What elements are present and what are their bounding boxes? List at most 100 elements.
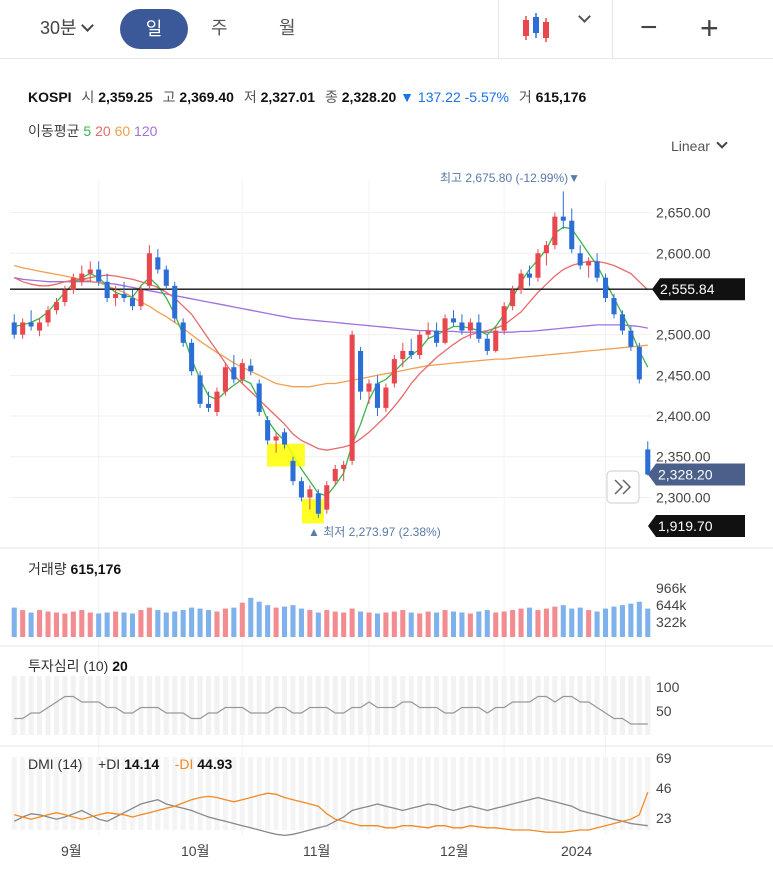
volume-bar [586, 610, 592, 637]
volume-bar [442, 610, 448, 637]
candle [645, 449, 651, 475]
volume-bar [510, 610, 516, 637]
tab-week[interactable]: 주 [211, 18, 228, 38]
candle [560, 216, 566, 221]
candle [307, 489, 313, 498]
tab-day[interactable]: 일 [120, 9, 188, 49]
candle [510, 289, 516, 307]
candle [28, 322, 34, 327]
candle [434, 330, 440, 343]
volume-bar [273, 607, 279, 637]
volume-bar [138, 610, 144, 637]
volume-bar [205, 610, 212, 637]
price-tick-label: 2,300.00 [656, 489, 711, 505]
volume-bar [298, 608, 304, 637]
candle [366, 383, 372, 392]
volume-bar [324, 610, 330, 637]
volume-bar [518, 608, 524, 637]
volume-bar [332, 611, 338, 637]
zoom-out-button[interactable]: − [640, 11, 658, 44]
close-value: 2,328.20 [341, 89, 397, 105]
volume-label: 거 [518, 89, 532, 105]
candle [341, 464, 347, 469]
volume-bar [315, 612, 321, 637]
price-tick-label: 2,500.00 [656, 327, 711, 343]
volume-tick-label: 322k [656, 614, 687, 630]
candle [493, 330, 499, 351]
volume-bar [619, 605, 625, 637]
volume-panel-label: 거래량 615,176 [28, 561, 122, 577]
high-value: 2,369.40 [179, 89, 234, 105]
zoom-in-button[interactable]: + [700, 10, 719, 46]
volume-bar [45, 611, 51, 637]
candle [189, 342, 195, 372]
volume-bar [383, 612, 389, 637]
candle [526, 273, 533, 278]
price-tick-label: 2,600.00 [656, 245, 711, 261]
candle [113, 293, 119, 299]
volume-bar [265, 605, 271, 637]
tab-month[interactable]: 월 [279, 18, 296, 38]
volume-bar [172, 611, 178, 637]
candle [87, 269, 93, 274]
price-tick-label: 2,350.00 [656, 449, 711, 465]
price-tick-label: 2,650.00 [656, 205, 711, 221]
candle [290, 460, 296, 482]
volume-bar [163, 612, 169, 637]
candle [231, 367, 237, 380]
volume-bar [594, 611, 600, 637]
candle [484, 338, 490, 351]
x-tick-label: 11월 [303, 843, 330, 859]
ma60-line [14, 264, 648, 388]
volume-bar [62, 613, 68, 637]
candle [172, 285, 178, 319]
candle [450, 318, 457, 323]
high-label: 고 [162, 89, 176, 105]
psychology-line [14, 695, 648, 725]
volume-bar [560, 605, 566, 637]
ma20-label: 20 [95, 123, 111, 139]
timeframe-select[interactable]: 30분 [40, 14, 94, 40]
volume-bar [434, 612, 440, 637]
volume-bar [129, 613, 136, 637]
quote-info: KOSPI 시 2,359.25 고 2,369.40 저 2,327.01 종… [28, 87, 586, 107]
volume-bar [189, 607, 195, 637]
volume-bar [400, 610, 406, 637]
dmi-tick-label: 23 [656, 810, 672, 826]
volume-tick-label: 644k [656, 597, 687, 613]
candle [603, 277, 609, 299]
x-tick-label: 10월 [181, 843, 209, 859]
candle [518, 273, 524, 290]
candle [45, 310, 51, 323]
candle [62, 289, 68, 303]
moving-average-legend[interactable]: 이동평균 5 20 60 120 [28, 121, 157, 141]
ma60-label: 60 [114, 123, 131, 139]
current-price-value: 2,328.20 [658, 466, 713, 482]
candle [70, 277, 76, 290]
volume-bar [104, 612, 110, 637]
volume-bar [501, 611, 507, 637]
volume-bar [417, 613, 423, 637]
volume-bar [231, 607, 237, 637]
candle [104, 281, 110, 299]
dmi-tick-label: 46 [656, 780, 672, 796]
candle [349, 334, 355, 461]
dmi-tick-label: 69 [656, 750, 672, 766]
volume-bar [53, 612, 59, 637]
volume-bar [222, 608, 228, 637]
candle [476, 322, 482, 339]
volume-bar [450, 611, 457, 637]
volume-bar [628, 603, 634, 637]
volume-bar [121, 612, 127, 637]
candle [594, 261, 600, 278]
volume-bar [408, 612, 414, 637]
volume-bar [645, 608, 651, 637]
candlestick-icon[interactable] [516, 8, 556, 48]
dmi-panel-label: DMI (14) +DI 14.14 -DI 44.93 [28, 756, 233, 772]
scale-mode-select[interactable]: Linear [671, 137, 728, 154]
candle [273, 436, 279, 441]
x-tick-label: 9월 [61, 843, 82, 859]
volume-bar [197, 608, 203, 637]
candle [442, 318, 448, 343]
